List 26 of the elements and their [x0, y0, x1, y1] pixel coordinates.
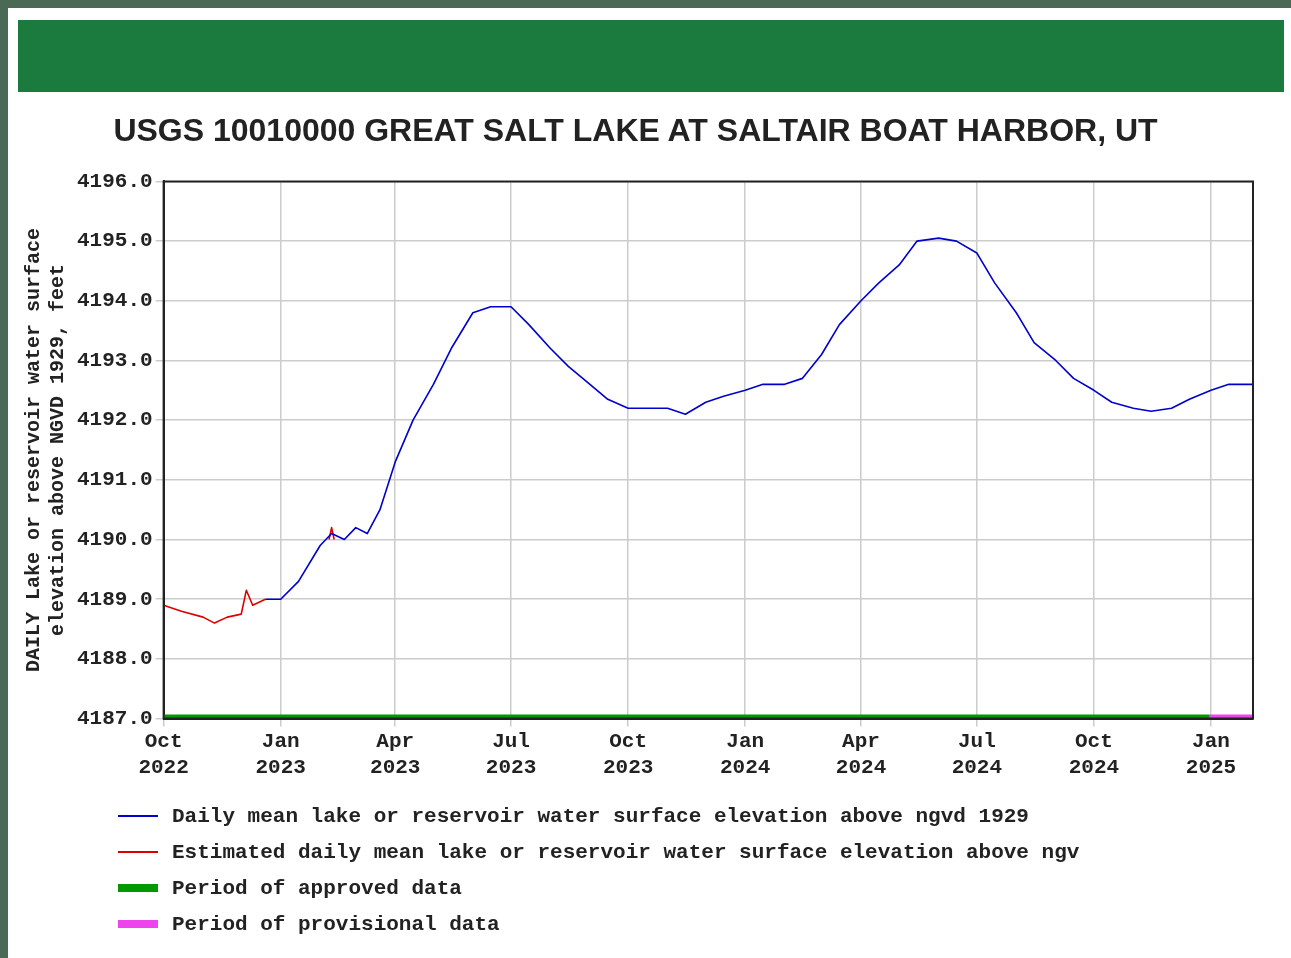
chart-title: USGS 10010000 GREAT SALT LAKE AT SALTAIR BOAT HARBOR, UT	[113, 112, 1159, 149]
y-tick-label: 4189.0	[76, 587, 153, 611]
legend-label: Period of approved data	[172, 876, 462, 900]
legend-label: Daily mean lake or reservoir water surface elevation above ngvd 1929	[172, 804, 1029, 828]
y-tick-label: 4194.0	[76, 289, 153, 313]
y-tick-label: 4187.0	[76, 706, 153, 730]
x-tick-label: Oct 2022	[138, 730, 189, 779]
x-tick-label: Jan 2023	[255, 730, 306, 779]
legend-label: Estimated daily mean lake or reservoir water surface elevation above ngv	[172, 840, 1080, 864]
y-axis-title: DAILY Lake or reservoir water surface elevation above NGVD 1929, feet	[22, 227, 70, 673]
y-tick-label: 4193.0	[76, 348, 153, 372]
x-tick-label: Apr 2024	[835, 730, 887, 779]
x-tick-label: Apr 2023	[370, 730, 421, 779]
y-tick-label: 4196.0	[76, 169, 153, 193]
x-tick-label: Oct 2023	[602, 730, 654, 779]
x-tick-label: Jan 2024	[720, 730, 771, 779]
x-tick-label: Jul 2023	[485, 730, 537, 779]
y-tick-label: 4191.0	[76, 468, 153, 492]
x-tick-label: Oct 2024	[1068, 730, 1120, 779]
y-tick-label: 4195.0	[76, 229, 153, 253]
y-tick-label: 4188.0	[76, 647, 153, 671]
legend-label: Period of provisional data	[172, 912, 500, 936]
y-tick-label: 4192.0	[76, 408, 153, 432]
y-tick-label: 4190.0	[76, 527, 153, 551]
x-tick-label: Jan 2025	[1185, 730, 1237, 779]
x-tick-label: Jul 2024	[951, 730, 1003, 779]
